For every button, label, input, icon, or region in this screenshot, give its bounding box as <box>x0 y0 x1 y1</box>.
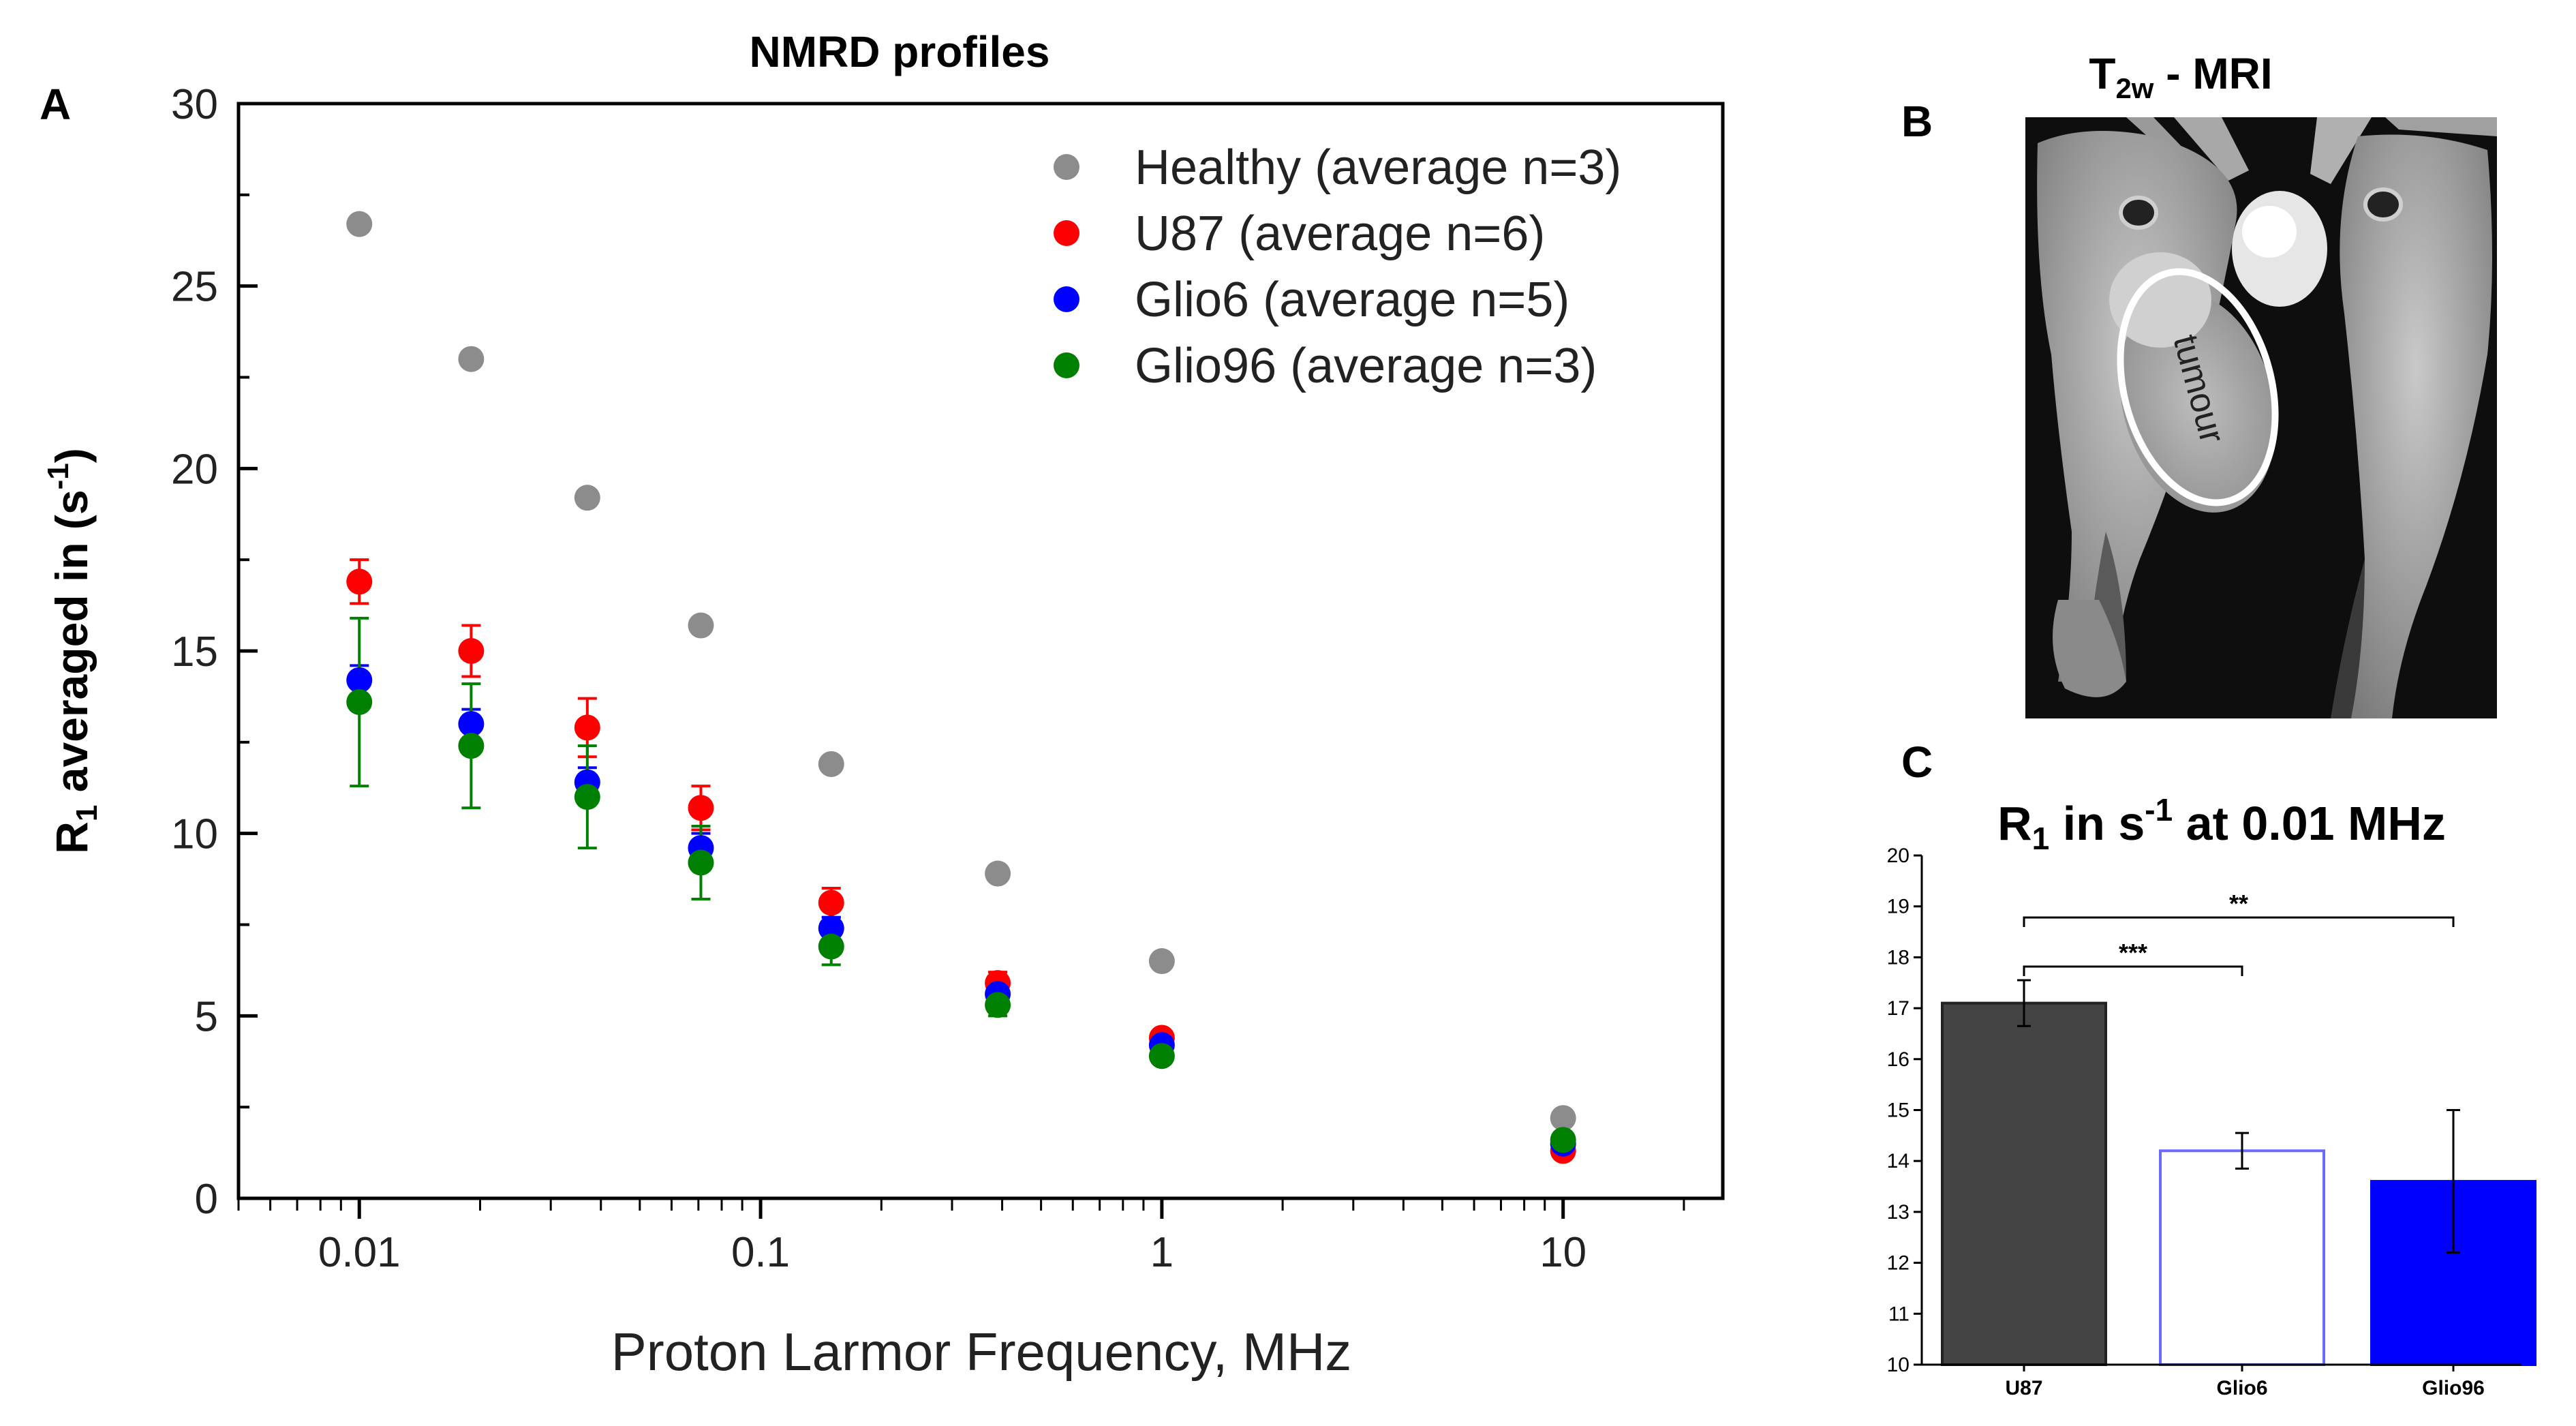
nmrd-y-ticks: 0 5 10 15 20 25 30 <box>171 81 258 1223</box>
nmrd-point <box>688 795 714 821</box>
nmrd-x-tick-label: 1 <box>1150 1229 1174 1276</box>
bar-y-tick-label: 18 <box>1887 946 1910 969</box>
bar-category-labels: U87 Glio6 Glio96 <box>2005 1365 2485 1399</box>
bar-y-tick-label: 16 <box>1887 1048 1910 1071</box>
nmrd-point <box>458 733 485 759</box>
nmrd-x-tick-label: 0.01 <box>318 1229 401 1276</box>
nmrd-x-ticks: 0.01 0.1 1 10 <box>237 1198 1685 1276</box>
legend-label: Glio6 (average n=5) <box>1135 273 1569 327</box>
nmrd-point <box>346 688 373 715</box>
nmrd-point <box>574 714 600 741</box>
nmrd-point <box>574 485 600 511</box>
legend-marker <box>1054 154 1079 180</box>
nmrd-x-tick-label: 10 <box>1539 1229 1586 1276</box>
bar <box>2159 1149 2325 1366</box>
nmrd-y-tick-label: 5 <box>195 993 218 1040</box>
bar-significance: ***** <box>2023 890 2455 976</box>
nmrd-point <box>458 711 485 738</box>
legend-marker <box>1054 220 1079 246</box>
nmrd-point <box>1148 948 1175 975</box>
bar-y-tick-label: 20 <box>1887 845 1910 867</box>
bar-y-ticks: 10 11 12 13 14 15 16 17 18 19 20 <box>1887 845 1922 1376</box>
nmrd-y-tick-label: 15 <box>171 628 218 676</box>
nmrd-point <box>458 346 485 372</box>
significance-bracket <box>2023 916 2455 927</box>
significance-label: ** <box>2229 890 2248 917</box>
panel-b-letter: B <box>1901 97 1933 146</box>
nmrd-point <box>1148 1043 1175 1070</box>
nmrd-y-tick-label: 20 <box>171 446 218 493</box>
nmrd-point <box>458 638 485 664</box>
nmrd-point <box>1550 1127 1576 1153</box>
nmrd-chart-title: NMRD profiles <box>750 27 1050 76</box>
nmrd-legend: Healthy (average n=3) U87 (average n=6) Gl… <box>1054 140 1621 393</box>
mri-title: T2w - MRI <box>2089 49 2272 104</box>
nmrd-y-axis-title: R1 averaged in (s-1) <box>42 448 104 853</box>
bar-category-label: Glio96 <box>2422 1377 2485 1399</box>
panel-c-letter: C <box>1901 738 1933 787</box>
bar-y-tick-label: 11 <box>1888 1303 1910 1325</box>
nmrd-point <box>985 992 1011 1018</box>
nmrd-point <box>818 933 844 960</box>
nmrd-point <box>818 890 844 916</box>
bar-category-label: U87 <box>2005 1377 2042 1399</box>
significance-label: *** <box>2119 939 2147 967</box>
bar <box>1941 1001 2107 1366</box>
legend-label: Healthy (average n=3) <box>1135 140 1621 195</box>
nmrd-plot-area: 0 5 10 15 20 25 30 0.01 0.1 1 10 <box>171 81 1725 1276</box>
nmrd-point <box>818 750 844 777</box>
nmrd-point <box>346 211 373 237</box>
panel-a-letter: A <box>40 80 71 129</box>
tumour-outline <box>2117 268 2279 506</box>
bar-y-tick-label: 19 <box>1887 896 1910 918</box>
bar-category-label: Glio6 <box>2216 1377 2267 1399</box>
significance-bracket <box>2023 965 2243 976</box>
legend-marker <box>1054 286 1079 312</box>
nmrd-point <box>688 612 714 639</box>
mri-image: tumour <box>2025 117 2497 718</box>
nmrd-point <box>818 915 844 941</box>
nmrd-y-tick-label: 30 <box>171 81 218 128</box>
bar-chart-title: R1 in s-1 at 0.01 MHz <box>1997 792 2446 856</box>
nmrd-y-tick-label: 0 <box>195 1176 218 1223</box>
bar-y-tick-label: 14 <box>1887 1150 1910 1172</box>
nmrd-y-tick-label: 10 <box>171 811 218 858</box>
nmrd-y-tick-label: 25 <box>171 264 218 311</box>
bar-y-tick-label: 15 <box>1887 1099 1910 1122</box>
bar-error-bars <box>2017 979 2460 1254</box>
bar-y-tick-label: 12 <box>1887 1252 1910 1275</box>
nmrd-point <box>985 860 1011 887</box>
nmrd-point <box>574 784 600 810</box>
legend-marker <box>1054 352 1079 378</box>
bar-bars <box>1941 1001 2536 1366</box>
nmrd-point <box>346 667 373 693</box>
bar-y-tick-label: 10 <box>1887 1354 1910 1376</box>
bar-y-tick-label: 13 <box>1887 1201 1910 1224</box>
legend-label: U87 (average n=6) <box>1135 207 1545 261</box>
nmrd-point <box>346 568 373 595</box>
nmrd-data-points <box>346 211 1576 1164</box>
legend-label: Glio96 (average n=3) <box>1135 339 1597 393</box>
nmrd-point <box>1550 1105 1576 1132</box>
nmrd-x-tick-label: 0.1 <box>731 1229 790 1276</box>
bar-plot-area: 10 11 12 13 14 15 16 17 18 19 20 U87 Glio6 Glio96 **… <box>1887 845 2536 1399</box>
nmrd-x-axis-title: Proton Larmor Frequency, MHz <box>611 1322 1352 1382</box>
nmrd-error-bars <box>350 558 1573 1156</box>
nmrd-point <box>688 849 714 876</box>
bar-y-tick-label: 17 <box>1887 997 1910 1020</box>
